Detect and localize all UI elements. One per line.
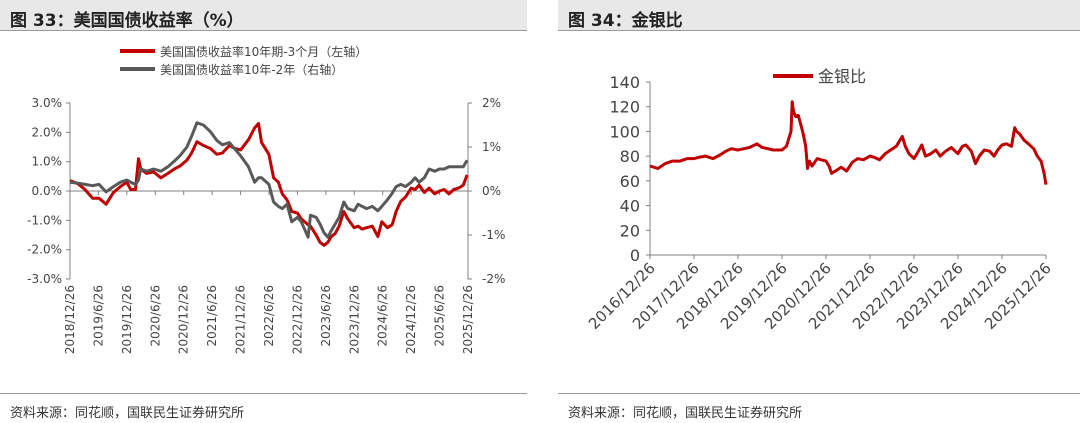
y-tick-label: 120 xyxy=(609,98,640,117)
y-tick-label: 60 xyxy=(620,172,640,191)
left-chart-source: 资料来源：同花顺，国联民生证券研究所 xyxy=(10,406,245,421)
x-tick-label: 2025/6/26 xyxy=(433,285,447,347)
gold-silver-ratio-chart: 1401201008060402002016/12/262017/12/2620… xyxy=(585,67,1055,333)
right-y-tick-label: 2% xyxy=(482,96,501,110)
right-chart-title: 图 34：金银比 xyxy=(568,11,683,31)
left-chart-header: 图 33：美国国债收益率（%） xyxy=(0,0,527,31)
y-tick-label: 40 xyxy=(620,197,640,216)
left-chart-footer: 资料来源：同花顺，国联民生证券研究所 xyxy=(0,393,527,423)
x-tick-label: 2022/12/26 xyxy=(290,285,304,354)
right-y-tick-label: 0% xyxy=(482,184,501,198)
left-y-tick-label: 2.0% xyxy=(32,125,63,139)
x-tick-label: 2025/12/26 xyxy=(461,285,475,354)
legend-label: 金银比 xyxy=(818,67,866,86)
x-tick-label: 2024/6/26 xyxy=(376,285,390,347)
right-chart-header: 图 34：金银比 xyxy=(558,0,1080,31)
x-tick-label: 2023/6/26 xyxy=(319,285,333,347)
x-tick-label: 2020/6/26 xyxy=(148,285,162,347)
right-chart-panel: 图 34：金银比 140 120 100 80 60 40 20 0 2016/12/26 201… xyxy=(558,0,1080,422)
x-tick-label: 2023/12/26 xyxy=(347,285,361,354)
right-chart-footer: 资料来源：同花顺，国联民生证券研究所 xyxy=(558,393,1080,423)
y-tick-label: 0 xyxy=(630,246,640,265)
right-y-tick-label: 1% xyxy=(482,140,501,154)
y-tick-label: 100 xyxy=(609,122,640,141)
x-tick-label: 2018/12/26 xyxy=(63,285,77,354)
x-tick-label: 2024/12/26 xyxy=(404,285,418,354)
left-chart-title: 图 33：美国国债收益率（%） xyxy=(10,11,244,31)
left-y-tick-label: -3.0% xyxy=(27,272,62,286)
left-chart-panel: 图 33：美国国债收益率（%） 3.0% 2.0% 1.0% 0.0% -1.0% -2.… xyxy=(0,0,527,422)
right-y-tick-label: -2% xyxy=(482,272,505,286)
series-line-10y-2y xyxy=(69,121,469,239)
x-tick-label: 2019/12/26 xyxy=(120,285,134,354)
left-y-tick-label: -1.0% xyxy=(27,213,62,227)
y-tick-label: 140 xyxy=(609,73,640,92)
x-tick-label: 2021/6/26 xyxy=(205,285,219,347)
x-tick-label: 2020/12/26 xyxy=(177,285,191,354)
y-tick-label: 20 xyxy=(620,221,640,240)
left-y-tick-label: -2.0% xyxy=(27,243,62,257)
treasury-spread-chart: 3.0% 2.0% 1.0% 0.0% -1.0% -2.0% -3.0% 2% 1% 0% -1%… xyxy=(27,44,505,354)
right-chart-source: 资料来源：同花顺，国联民生证券研究所 xyxy=(568,406,803,421)
legend-label: 美国国债收益率10年期-3个月（左轴） xyxy=(160,44,367,59)
left-y-tick-label: 1.0% xyxy=(32,155,63,169)
x-tick-label: 2019/6/26 xyxy=(91,285,105,347)
x-tick-label: 2022/6/26 xyxy=(262,285,276,347)
left-y-tick-label: 3.0% xyxy=(32,96,63,110)
y-tick-label: 80 xyxy=(620,147,640,166)
right-y-tick-label: -1% xyxy=(482,228,505,242)
x-tick-label: 2021/12/26 xyxy=(234,285,248,354)
left-y-tick-label: 0.0% xyxy=(32,184,63,198)
legend-label: 美国国债收益率10年-2年（右轴） xyxy=(160,62,343,77)
series-line-gold-silver-ratio xyxy=(649,100,1048,185)
